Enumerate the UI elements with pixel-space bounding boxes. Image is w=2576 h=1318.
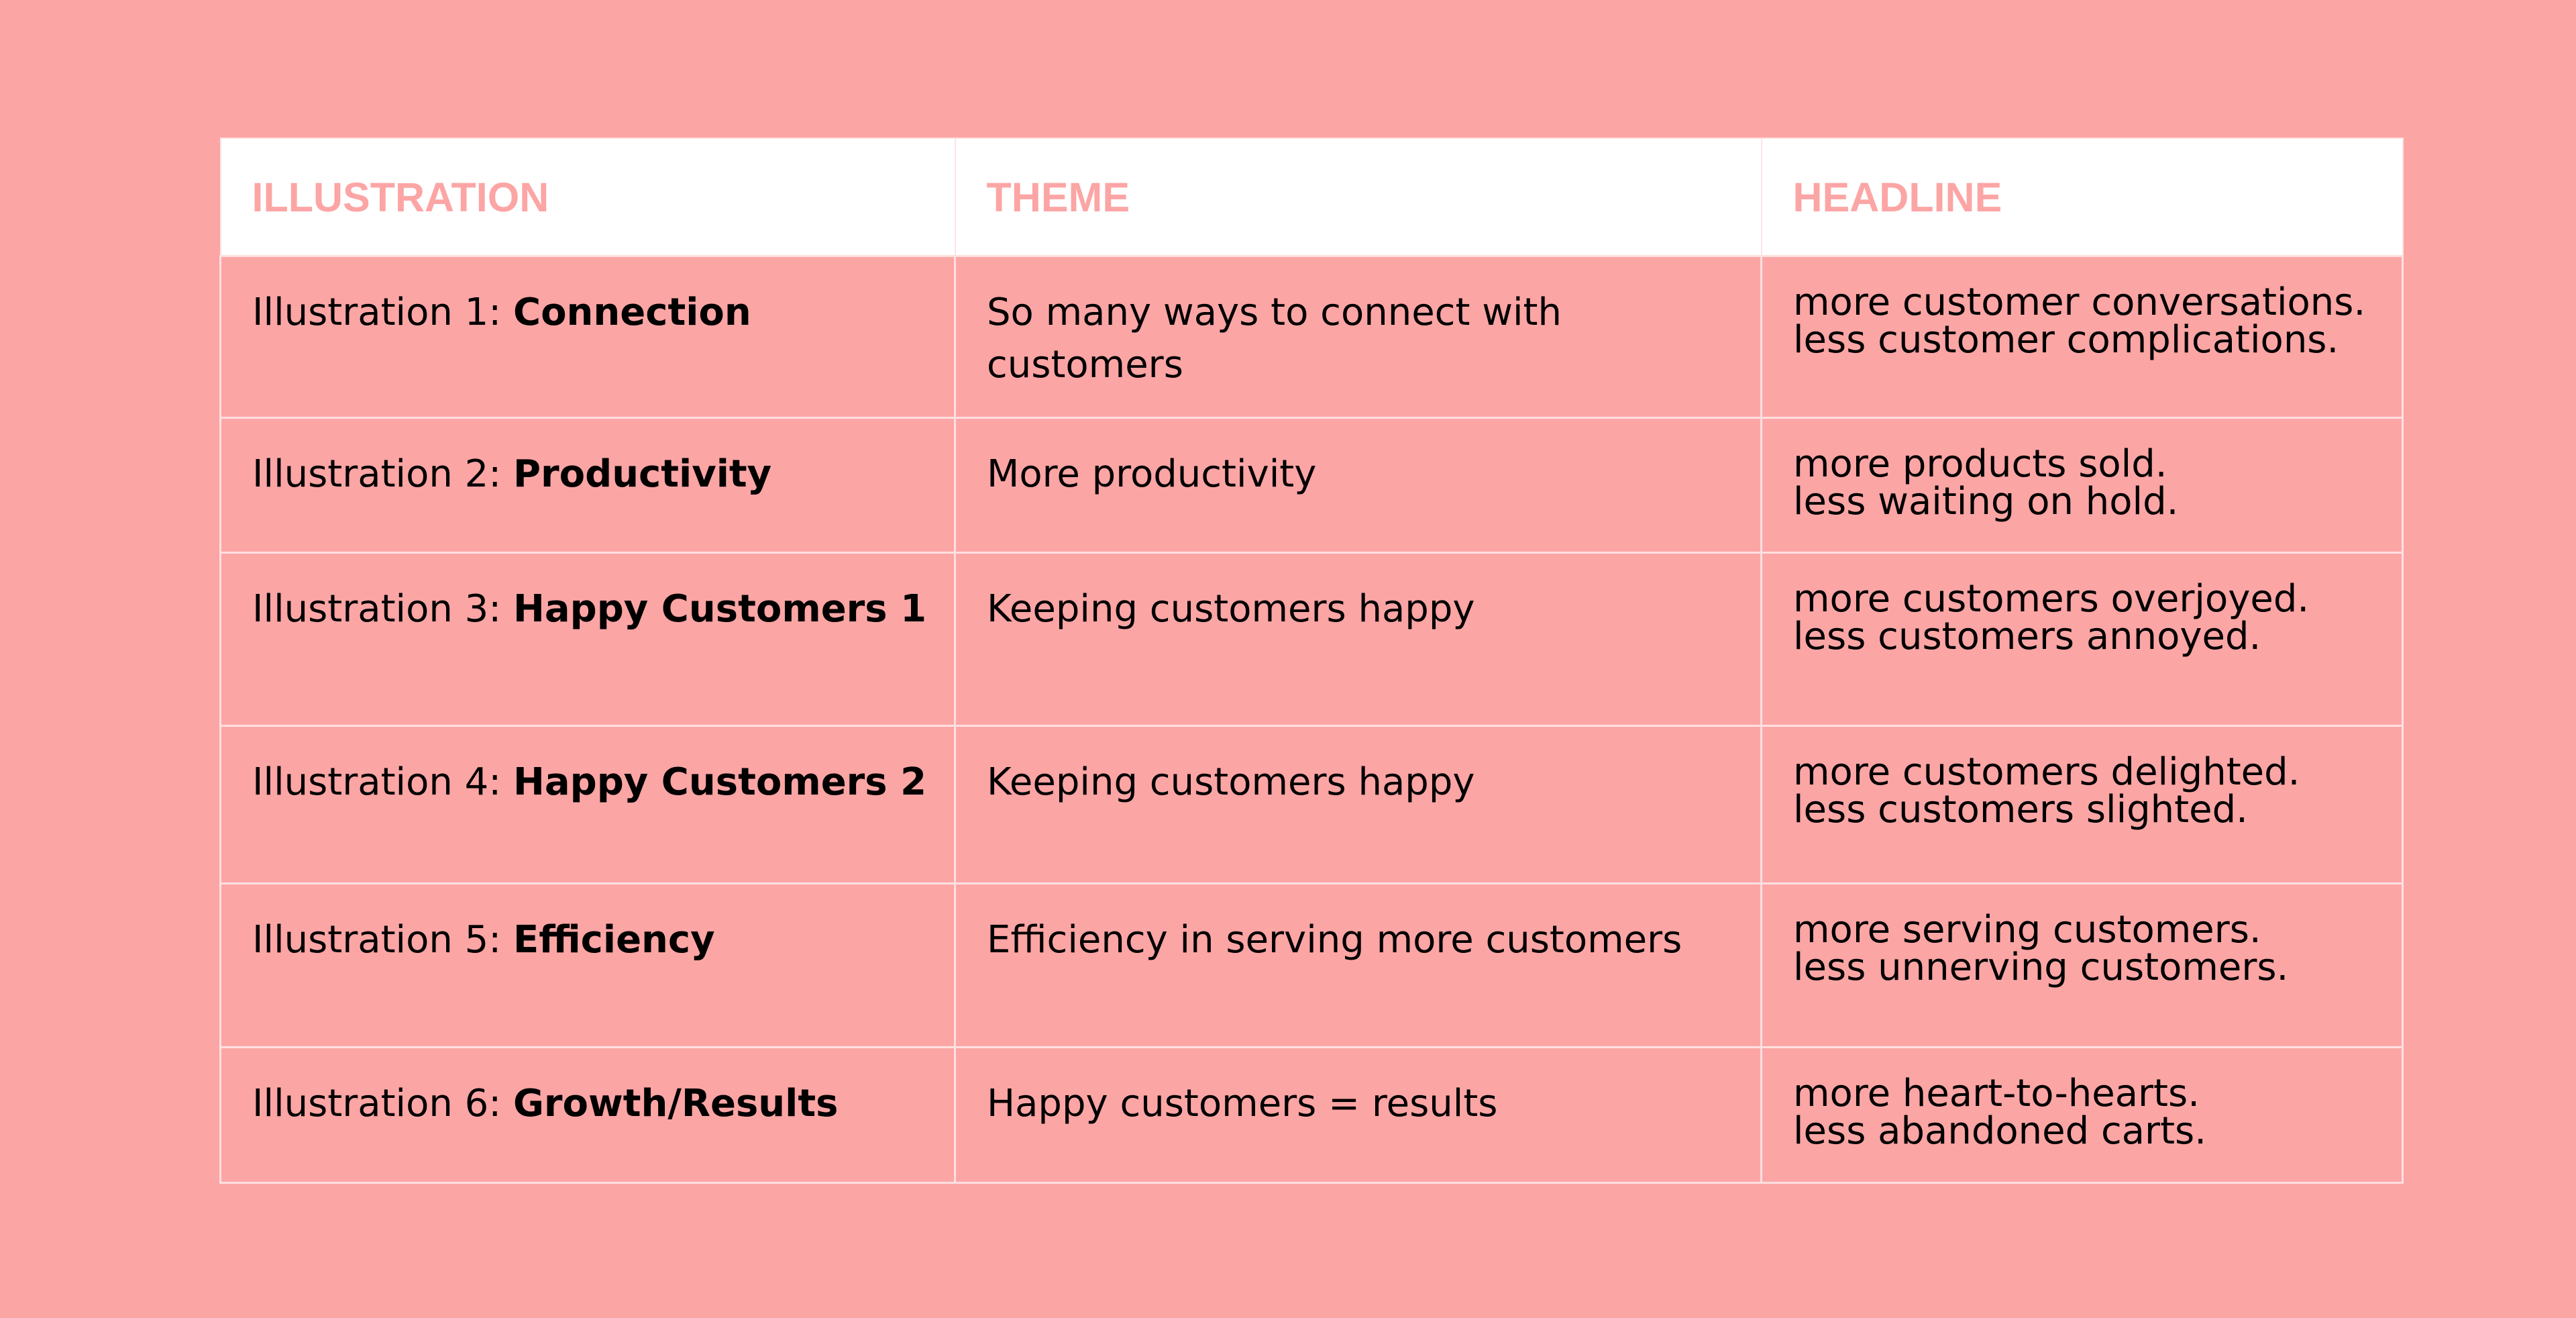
illustration-cell: Illustration 4: Happy Customers 2 [219, 725, 956, 884]
headline-more: more customers overjoyed. [1793, 577, 2310, 621]
illustration-name: Growth/Results [513, 1082, 839, 1125]
headline-less: less unnerving customers. [1793, 946, 2289, 989]
illustration-prefix: Illustration 5: [252, 918, 513, 962]
headline-cell: more serving customers. less unnerving cu… [1760, 882, 2404, 1048]
headline-cell: more products sold. less waiting on hold. [1760, 417, 2404, 554]
table-row: Illustration 2: Productivity More produc… [219, 417, 2404, 554]
theme-cell: Keeping customers happy [954, 725, 1762, 884]
illustration-prefix: Illustration 1: [252, 291, 513, 334]
illustration-name: Connection [513, 291, 751, 334]
table-row: Illustration 4: Happy Customers 2 Keepin… [219, 725, 2404, 884]
table-row: Illustration 6: Growth/Results Happy cus… [219, 1046, 2404, 1184]
headline-more: more customers delighted. [1793, 750, 2300, 794]
illustration-name: Happy Customers 2 [513, 760, 927, 804]
table-header-row: ILLUSTRATION THEME HEADLINE [219, 138, 2404, 256]
illustration-cell: Illustration 2: Productivity [219, 417, 956, 554]
illustration-name: Productivity [513, 452, 772, 496]
illustration-prefix: Illustration 3: [252, 587, 513, 631]
illustration-prefix: Illustration 2: [252, 452, 513, 496]
headline-cell: more customers overjoyed. less customers … [1760, 552, 2404, 727]
headline-cell: more customer conversations. less custome… [1760, 255, 2404, 419]
column-header-theme: THEME [954, 138, 1762, 256]
column-header-illustration: ILLUSTRATION [219, 138, 956, 256]
headline-less: less customer complications. [1793, 318, 2339, 362]
theme-cell: Keeping customers happy [954, 552, 1762, 727]
headline-cell: more customers delighted. less customers … [1760, 725, 2404, 884]
table-row: Illustration 3: Happy Customers 1 Keepin… [219, 552, 2404, 727]
headline-more: more products sold. [1793, 442, 2167, 486]
table-row: Illustration 1: Connection So many ways … [219, 255, 2404, 419]
headline-more: more customer conversations. [1793, 281, 2366, 324]
headline-less: less abandoned carts. [1793, 1109, 2206, 1153]
illustration-name: Happy Customers 1 [513, 587, 927, 631]
headline-more: more heart-to-hearts. [1793, 1072, 2200, 1115]
illustration-cell: Illustration 6: Growth/Results [219, 1046, 956, 1184]
illustration-name: Efficiency [513, 918, 715, 962]
headline-cell: more heart-to-hearts. less abandoned cart… [1760, 1046, 2404, 1184]
illustration-cell: Illustration 5: Efficiency [219, 882, 956, 1048]
headline-more: more serving customers. [1793, 908, 2261, 952]
illustration-prefix: Illustration 4: [252, 760, 513, 804]
theme-cell: Efficiency in serving more customers [954, 882, 1762, 1048]
illustration-table: ILLUSTRATION THEME HEADLINE Illustration… [219, 138, 2404, 1184]
headline-less: less customers annoyed. [1793, 615, 2261, 658]
headline-less: less customers slighted. [1793, 788, 2248, 831]
illustration-cell: Illustration 3: Happy Customers 1 [219, 552, 956, 727]
theme-cell: So many ways to connect with customers [954, 255, 1762, 419]
theme-cell: More productivity [954, 417, 1762, 554]
table-row: Illustration 5: Efficiency Efficiency in… [219, 882, 2404, 1048]
column-header-headline: HEADLINE [1760, 138, 2404, 256]
illustration-prefix: Illustration 6: [252, 1082, 513, 1125]
headline-less: less waiting on hold. [1793, 480, 2179, 523]
theme-cell: Happy customers = results [954, 1046, 1762, 1184]
illustration-cell: Illustration 1: Connection [219, 255, 956, 419]
